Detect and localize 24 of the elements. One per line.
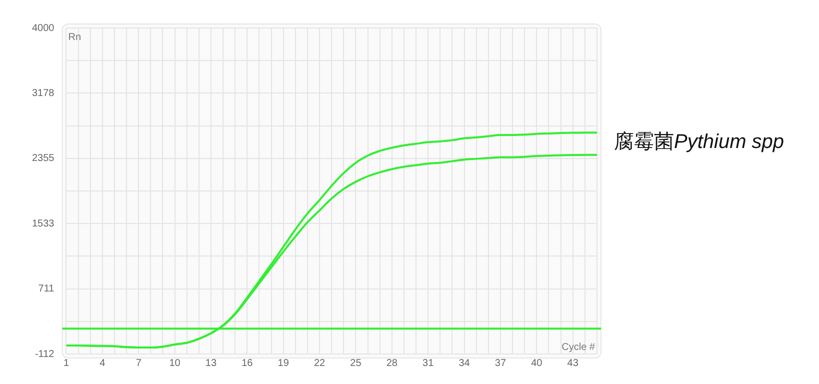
y-tick-label: 1533 (32, 218, 55, 230)
text: 腐霉菌Pythium spp (614, 129, 784, 153)
x-tick-label: 7 (136, 358, 142, 369)
x-tick-label: 13 (205, 358, 217, 369)
x-tick-label: 28 (386, 358, 398, 369)
y-axis-title: Rn (68, 32, 82, 43)
x-tick-label: 31 (422, 358, 434, 369)
x-tick-label: 1 (63, 358, 70, 369)
x-tick-label: 16 (242, 358, 254, 369)
x-tick-label: 40 (531, 358, 543, 369)
x-tick-label: 25 (350, 358, 362, 369)
x-axis-title: Cycle # (562, 342, 596, 353)
x-tick-label: 37 (494, 358, 506, 369)
x-tick-label: 34 (458, 358, 470, 369)
y-tick-label: 3178 (32, 88, 55, 99)
x-tick-label: 19 (278, 358, 290, 369)
x-tick-label: 10 (169, 358, 181, 369)
y-tick-label: 4000 (32, 22, 55, 34)
y-tick-label: 2355 (32, 153, 55, 164)
y-tick-label: 711 (38, 284, 55, 294)
x-tick-label: 4 (100, 358, 106, 369)
x-tick-label: 22 (314, 358, 326, 369)
y-tick-label: -112 (34, 348, 55, 360)
x-tick-label: 43 (567, 358, 579, 369)
